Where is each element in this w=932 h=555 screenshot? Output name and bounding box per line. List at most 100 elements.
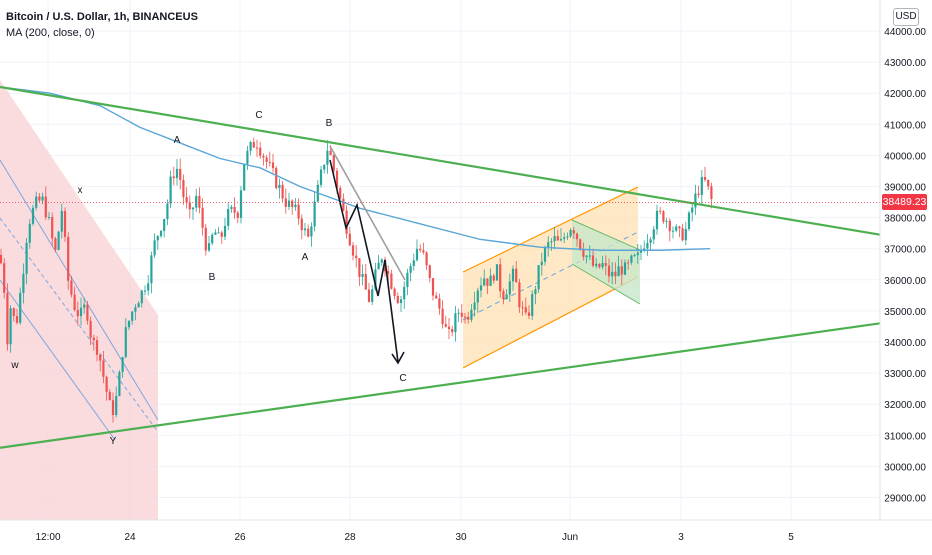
candle-body bbox=[566, 236, 569, 238]
ascending-channel-lower bbox=[462, 276, 639, 369]
candle-body bbox=[691, 207, 694, 213]
candle-body bbox=[543, 247, 547, 262]
candle bbox=[489, 268, 492, 286]
candle-body bbox=[131, 311, 134, 321]
candle-body bbox=[521, 307, 524, 309]
y-tick-label: 29000.00 bbox=[884, 494, 926, 505]
candle-body bbox=[457, 312, 460, 314]
candle-body bbox=[38, 196, 41, 201]
candle bbox=[300, 214, 303, 240]
candle bbox=[239, 186, 243, 224]
candle bbox=[537, 265, 540, 293]
candle bbox=[153, 233, 156, 259]
candle-body bbox=[531, 294, 534, 316]
candle-body bbox=[556, 236, 559, 241]
flag-line-upper bbox=[571, 219, 641, 251]
candle-body bbox=[278, 184, 281, 189]
candle-body bbox=[323, 164, 326, 170]
candle-body bbox=[99, 354, 102, 361]
candle bbox=[115, 386, 118, 418]
candle-body bbox=[60, 210, 63, 232]
candle-body bbox=[572, 230, 575, 234]
candle-body bbox=[348, 233, 351, 246]
candle bbox=[291, 199, 294, 215]
candle-body bbox=[185, 197, 188, 203]
candle-body bbox=[502, 291, 505, 300]
candle-body bbox=[620, 266, 623, 275]
candle-body bbox=[540, 261, 543, 266]
candle-body bbox=[28, 223, 31, 243]
candle-body bbox=[569, 230, 572, 237]
candle bbox=[44, 186, 47, 220]
candle bbox=[627, 259, 630, 270]
candle-body bbox=[54, 238, 57, 250]
candle bbox=[467, 311, 470, 324]
candle bbox=[217, 226, 220, 234]
candle bbox=[86, 301, 89, 325]
candle-body bbox=[134, 307, 137, 312]
candle-body bbox=[147, 283, 150, 291]
candle bbox=[108, 389, 111, 401]
candle bbox=[307, 224, 310, 238]
candle bbox=[28, 219, 31, 249]
candle bbox=[617, 255, 620, 277]
candle bbox=[297, 198, 300, 225]
candle-body bbox=[67, 236, 70, 281]
candle bbox=[121, 356, 124, 378]
candle bbox=[636, 243, 639, 264]
candle bbox=[588, 245, 591, 261]
candle bbox=[15, 308, 19, 325]
candle-body bbox=[697, 193, 700, 195]
candle-body bbox=[329, 150, 332, 156]
candle bbox=[345, 205, 348, 239]
candle-body bbox=[102, 360, 105, 377]
candle bbox=[230, 204, 233, 213]
candle bbox=[358, 258, 361, 287]
candle-body bbox=[598, 263, 601, 268]
candle bbox=[553, 227, 556, 250]
candle-body bbox=[6, 292, 9, 345]
candle bbox=[0, 248, 3, 265]
candle-body bbox=[630, 255, 633, 263]
candle bbox=[521, 300, 524, 316]
candle bbox=[630, 254, 633, 265]
candle bbox=[323, 164, 326, 174]
candle-body bbox=[243, 163, 246, 191]
candle bbox=[700, 170, 703, 206]
candle-body bbox=[188, 202, 191, 210]
candle bbox=[646, 234, 649, 256]
x-tick-label: 26 bbox=[234, 532, 246, 543]
candle-body bbox=[73, 294, 76, 311]
candle bbox=[12, 307, 15, 322]
wave-label: w bbox=[10, 360, 19, 371]
candle bbox=[156, 235, 159, 250]
candle bbox=[38, 192, 41, 203]
candle-body bbox=[124, 327, 127, 358]
candle-body bbox=[652, 229, 655, 240]
candle bbox=[175, 159, 179, 186]
candle-body bbox=[220, 232, 223, 237]
candle bbox=[79, 297, 83, 326]
candle bbox=[255, 139, 259, 157]
symbol-title: Bitcoin / U.S. Dollar, 1h, BINANCEUS bbox=[6, 11, 198, 23]
candle bbox=[694, 184, 697, 216]
currency-button[interactable]: USD bbox=[893, 8, 919, 26]
y-tick-label: 39000.00 bbox=[884, 183, 926, 194]
candle-body bbox=[406, 272, 409, 287]
candle-body bbox=[307, 228, 310, 237]
candle-body bbox=[681, 228, 684, 241]
candle-body bbox=[351, 245, 355, 256]
y-tick-label: 44000.00 bbox=[884, 27, 926, 38]
candle-body bbox=[508, 281, 511, 295]
candle-body bbox=[444, 324, 447, 327]
candle bbox=[460, 304, 463, 323]
candle-body bbox=[492, 275, 495, 281]
candle bbox=[172, 166, 175, 186]
candle-body bbox=[0, 254, 3, 264]
candle-body bbox=[639, 250, 643, 253]
candle-body bbox=[374, 269, 377, 290]
candle bbox=[169, 170, 172, 209]
candle bbox=[182, 174, 185, 205]
